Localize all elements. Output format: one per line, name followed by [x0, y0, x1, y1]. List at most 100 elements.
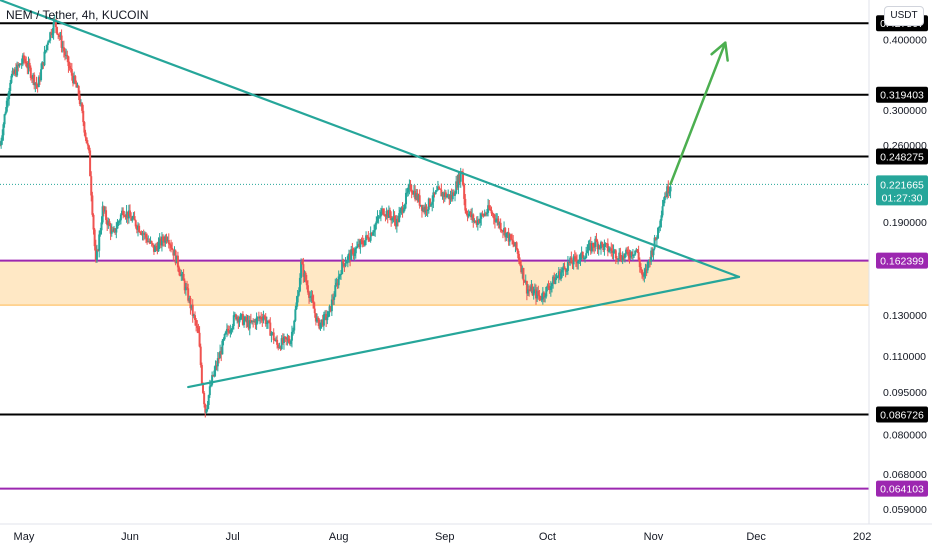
candle-body	[661, 206, 664, 216]
candle-body	[14, 69, 17, 76]
candle-body	[501, 230, 504, 232]
candle-body	[395, 218, 398, 227]
candle-body	[27, 62, 30, 69]
candle-body	[490, 210, 493, 214]
price-axis-label: 0.080000	[883, 429, 927, 441]
currency-button[interactable]: USDT	[884, 6, 924, 26]
candle-body	[417, 195, 420, 201]
candle-body	[466, 214, 469, 217]
candle-body	[512, 240, 515, 245]
candle-body	[105, 210, 108, 221]
candle-body	[79, 103, 82, 105]
candle-body	[483, 213, 486, 216]
candle-body	[115, 228, 118, 233]
candle-body	[209, 384, 212, 387]
candle-body	[636, 249, 639, 253]
candle-body	[399, 209, 402, 214]
candle-body	[485, 212, 488, 215]
candle-body	[647, 260, 650, 262]
candle-body	[536, 290, 539, 299]
candle-body	[645, 269, 648, 271]
candle-body	[38, 77, 41, 81]
candle-body	[557, 271, 560, 277]
candle-body	[458, 174, 461, 182]
candle-body	[280, 338, 283, 350]
candle-body	[601, 242, 604, 245]
candle-body	[439, 188, 442, 190]
candle-body	[389, 210, 392, 217]
candle-body	[451, 192, 454, 200]
candle-body	[497, 218, 500, 225]
level-price-tag	[876, 86, 928, 103]
candle-body	[371, 232, 374, 236]
candle-body	[0, 145, 1, 147]
candle-body	[529, 289, 532, 291]
candle-body	[106, 220, 109, 226]
candle-body	[0, 140, 3, 146]
candle-body	[555, 277, 558, 279]
candle-body	[244, 317, 247, 320]
candle-body	[344, 263, 347, 267]
trendline[interactable]	[0, 0, 741, 278]
candle-body	[20, 63, 23, 65]
candle-body	[345, 261, 348, 264]
candle-body	[410, 189, 413, 193]
candle-body	[140, 232, 143, 235]
candle-body	[484, 213, 487, 215]
candle-body	[435, 190, 438, 192]
candle-body	[455, 181, 458, 194]
candle-body	[293, 320, 296, 331]
candle-body	[60, 35, 63, 48]
candle-body	[211, 375, 214, 385]
candle-body	[58, 34, 61, 38]
candle-body	[560, 272, 563, 279]
candle-body	[368, 240, 371, 242]
candle-body	[534, 289, 537, 299]
candle-body	[546, 285, 549, 287]
candle-body	[392, 215, 395, 219]
candle-body	[477, 219, 480, 224]
time-axis-label: Jun	[121, 531, 139, 543]
candle-body	[269, 322, 272, 336]
candle-body	[649, 260, 652, 262]
candle-body	[468, 211, 471, 214]
candle-body	[144, 233, 147, 238]
candle-body	[220, 351, 223, 355]
candle-body	[192, 315, 195, 317]
candle-body	[603, 243, 606, 251]
candle-body	[431, 201, 434, 205]
candle-body	[155, 245, 158, 248]
candle-body	[303, 272, 306, 277]
chart-title: NEM / Tether, 4h, KUCOIN	[6, 8, 149, 22]
candle-body	[235, 314, 238, 320]
candle-body	[68, 66, 71, 69]
candle-body	[505, 232, 508, 238]
last-price-countdown: 01:27:30	[882, 192, 923, 204]
candle-body	[572, 256, 575, 265]
candle-body	[487, 205, 490, 213]
candle-body	[579, 254, 582, 260]
time-axis-label: Jul	[226, 531, 240, 543]
candle-body	[84, 132, 87, 138]
candle-body	[342, 259, 345, 264]
candle-body	[287, 338, 290, 342]
candle-body	[370, 233, 373, 236]
candle-body	[521, 267, 524, 273]
projection-arrow-shaft[interactable]	[669, 41, 727, 186]
candle-body	[305, 280, 308, 286]
candle-body	[374, 224, 377, 231]
candle-body	[71, 75, 74, 84]
candle-body	[584, 257, 587, 259]
candle-body	[279, 346, 282, 350]
candle-body	[94, 246, 97, 261]
candle-body	[592, 243, 595, 247]
time-axis[interactable]: May Jun Jul Aug Sep Oct Nov Dec 202	[0, 523, 932, 543]
candle-body	[230, 329, 233, 331]
candle-body	[26, 66, 29, 69]
candle-body	[454, 193, 457, 196]
candle-body	[98, 234, 101, 251]
candle-body	[131, 218, 134, 221]
trendline[interactable]	[187, 275, 741, 389]
